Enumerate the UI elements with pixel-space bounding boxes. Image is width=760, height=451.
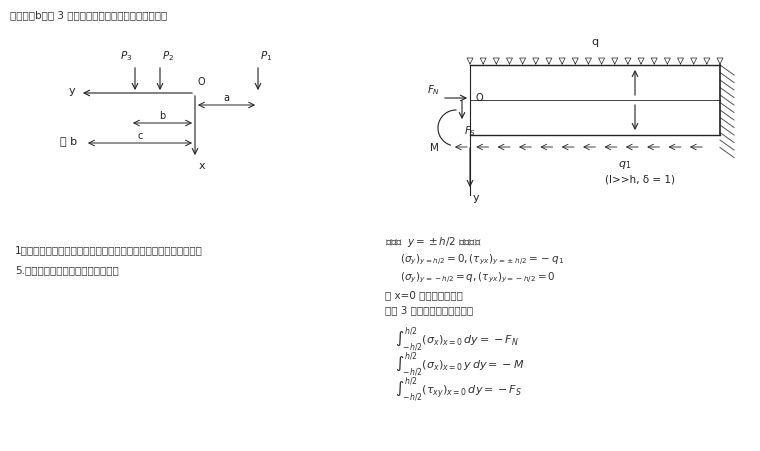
Text: y: y	[68, 86, 75, 96]
Text: $P_2$: $P_2$	[162, 49, 174, 63]
Text: c: c	[138, 131, 143, 141]
Text: $F_N$: $F_N$	[427, 83, 440, 97]
Text: 试求图（b）示 3 个集中力作用下半平面体内应力分布: 试求图（b）示 3 个集中力作用下半平面体内应力分布	[10, 10, 167, 20]
Text: b: b	[160, 111, 166, 121]
Text: O: O	[475, 93, 483, 103]
Text: $P_3$: $P_3$	[119, 49, 132, 63]
Text: O: O	[198, 77, 206, 87]
Text: 1．什么是平面应力问题？什么是平面应变问题？两者的异同之处。: 1．什么是平面应力问题？什么是平面应变问题？两者的异同之处。	[15, 245, 203, 255]
Text: y: y	[473, 193, 480, 203]
Text: $P_1$: $P_1$	[260, 49, 272, 63]
Text: $\int_{-h/2}^{h/2}(\tau_{xy})_{x=0}\,dy = -F_S$: $\int_{-h/2}^{h/2}(\tau_{xy})_{x=0}\,dy …	[395, 375, 522, 404]
Text: 图 b: 图 b	[60, 136, 77, 146]
Text: x: x	[199, 161, 206, 171]
Text: $q_1$: $q_1$	[619, 159, 632, 171]
Text: 5.试列出下图所示的全部边界条件。: 5.试列出下图所示的全部边界条件。	[15, 265, 119, 275]
Text: (l>>h, δ = 1): (l>>h, δ = 1)	[605, 175, 675, 185]
Text: q: q	[591, 37, 599, 47]
Text: $F_S$: $F_S$	[464, 124, 477, 138]
Text: a: a	[223, 93, 230, 103]
Text: $(\sigma_y)_{y=h/2} = 0, (\tau_{yx})_{y=\pm h/2} = -q_1$: $(\sigma_y)_{y=h/2} = 0, (\tau_{yx})_{y=…	[400, 253, 564, 267]
Text: 解：在  $y = \pm h/2$ 边界上：: 解：在 $y = \pm h/2$ 边界上：	[385, 235, 482, 249]
Text: 列出 3 个积分的应力边界条件: 列出 3 个积分的应力边界条件	[385, 305, 473, 315]
Text: $\int_{-h/2}^{h/2}(\sigma_x)_{x=0}\,y\,dy = -M$: $\int_{-h/2}^{h/2}(\sigma_x)_{x=0}\,y\,d…	[395, 350, 524, 379]
Text: M: M	[429, 143, 439, 153]
Text: $(\sigma_y)_{y=-h/2} = q, (\tau_{yx})_{y=-h/2} = 0$: $(\sigma_y)_{y=-h/2} = q, (\tau_{yx})_{y…	[400, 271, 556, 285]
Text: 在 x=0 的次要边界上：: 在 x=0 的次要边界上：	[385, 290, 463, 300]
Text: $\int_{-h/2}^{h/2}(\sigma_x)_{x=0}\,dy = -F_N$: $\int_{-h/2}^{h/2}(\sigma_x)_{x=0}\,dy =…	[395, 325, 518, 354]
